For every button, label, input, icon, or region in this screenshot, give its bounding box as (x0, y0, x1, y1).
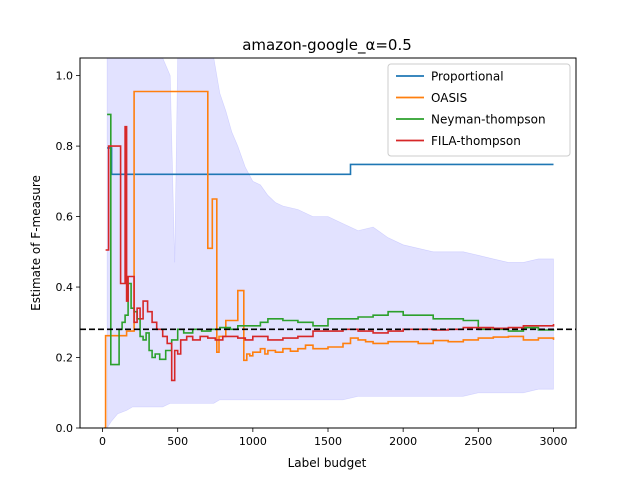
y-tick-label: 0.8 (56, 140, 74, 153)
y-axis-label: Estimate of F-measure (29, 175, 43, 311)
y-tick-label: 0.6 (56, 211, 74, 224)
y-tick-label: 0.4 (56, 281, 74, 294)
legend-label: FILA-thompson (431, 134, 521, 148)
plot-area: 0 500 1000 1500 2000 2500 3000 0.0 0.2 0.4 0.6 0.8 1… (56, 57, 577, 448)
chart-title: amazon-google_α=0.5 (242, 36, 412, 55)
x-axis-label: Label budget (288, 456, 367, 470)
legend-label: OASIS (431, 91, 467, 105)
plot-inner (80, 58, 576, 428)
y-tick-label: 1.0 (56, 70, 74, 83)
x-tick-label: 1500 (314, 435, 342, 448)
x-tick-label: 500 (167, 435, 188, 448)
legend-label: Neyman-thompson (431, 113, 546, 127)
x-tick-label: 0 (99, 435, 106, 448)
legend-box (387, 63, 571, 157)
x-tick-label: 1000 (239, 435, 267, 448)
legend-label: Proportional (431, 70, 504, 84)
y-tick-label: 0.2 (56, 352, 74, 365)
confidence-band (106, 58, 554, 428)
y-tick-label: 0.0 (56, 422, 74, 435)
x-tick-label: 2500 (464, 435, 492, 448)
legend: Proportional OASIS Neyman-thompson FILA-tho… (387, 63, 571, 157)
x-tick-label: 3000 (539, 435, 567, 448)
series-line-oasis (104, 90, 555, 428)
x-tick-label: 2000 (389, 435, 417, 448)
